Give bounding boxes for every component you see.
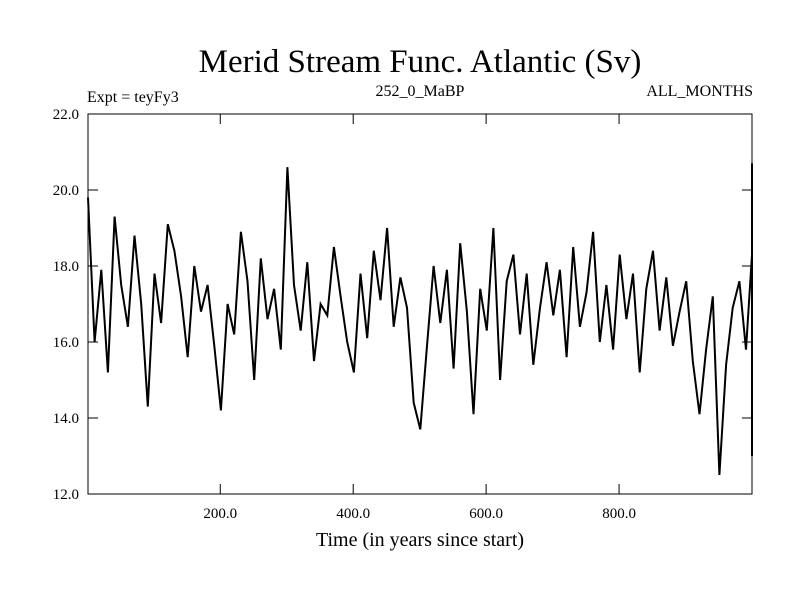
y-tick-label: 20.0 <box>53 183 79 199</box>
subtitle-left: Expt = teyFy3 <box>87 89 179 106</box>
y-tick-label: 14.0 <box>53 411 79 427</box>
x-tick-label: 200.0 <box>203 506 237 522</box>
plot-frame <box>87 113 753 495</box>
y-tick-label: 16.0 <box>53 335 79 351</box>
x-tick-label: 400.0 <box>336 506 370 522</box>
y-axis-ticks: 12.0 14.0 16.0 18.0 20.0 22.0 <box>53 107 752 503</box>
x-tick-label: 600.0 <box>469 506 503 522</box>
y-tick-label: 18.0 <box>53 259 79 275</box>
chart-title: Merid Stream Func. Atlantic (Sv) <box>199 44 642 80</box>
subtitle-center: 252_0_MaBP <box>376 83 465 100</box>
y-tick-label: 22.0 <box>53 107 79 123</box>
data-series-line <box>87 163 753 476</box>
x-axis-label: Time (in years since start) <box>316 529 524 551</box>
y-tick-label: 12.0 <box>53 487 79 503</box>
subtitle-right: ALL_MONTHS <box>646 83 753 100</box>
x-axis-ticks: 200.0 400.0 600.0 800.0 <box>203 114 636 522</box>
x-tick-label: 800.0 <box>602 506 636 522</box>
